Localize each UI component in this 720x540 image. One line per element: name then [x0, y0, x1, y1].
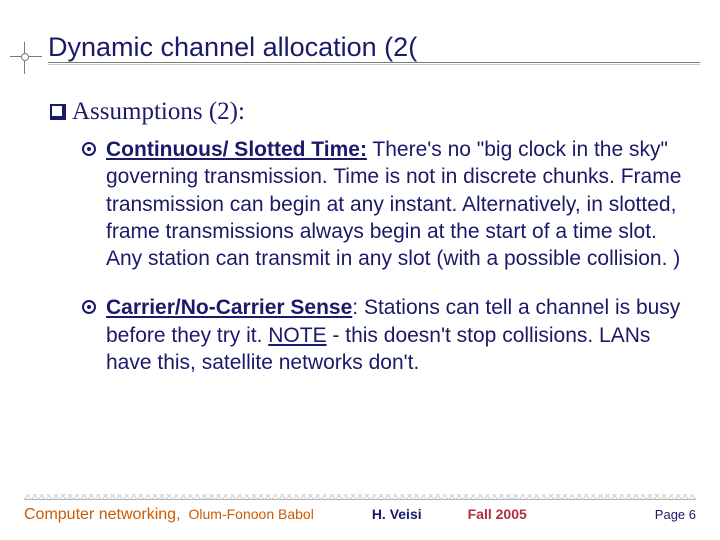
slide-title: Dynamic channel allocation (2(	[48, 32, 417, 63]
circle-bullet-icon	[82, 300, 96, 314]
crosshair-icon	[10, 42, 42, 74]
slide-body: Assumptions (2): Continuous/ Slotted Tim…	[50, 98, 684, 398]
circle-bullet-icon	[82, 142, 96, 156]
title-underline	[48, 62, 700, 63]
item-label: Carrier/No-Carrier Sense	[106, 296, 352, 319]
footer-page: Page 6	[655, 507, 696, 522]
list-item: Carrier/No-Carrier Sense: Stations can t…	[82, 294, 684, 376]
subheading-text: Assumptions (2):	[72, 98, 245, 126]
title-row: Dynamic channel allocation (2(	[10, 20, 700, 74]
item-text: Continuous/ Slotted Time: There's no "bi…	[106, 136, 684, 272]
list-item: Continuous/ Slotted Time: There's no "bi…	[82, 136, 684, 272]
item-note-label: NOTE	[268, 324, 326, 347]
slide: Dynamic channel allocation (2( Assumptio…	[0, 0, 720, 540]
subheading-row: Assumptions (2):	[50, 98, 684, 126]
footer-term: Fall 2005	[468, 506, 527, 522]
slide-footer: Computer networking, Olum-Fonoon Babol H…	[24, 499, 696, 524]
footer-hatch	[24, 494, 696, 500]
title-underline-shadow	[48, 64, 700, 65]
footer-author: H. Veisi	[372, 506, 422, 522]
square-bullet-icon	[50, 104, 64, 118]
item-label: Continuous/ Slotted Time:	[106, 138, 367, 161]
footer-org: Olum-Fonoon Babol	[189, 506, 314, 522]
footer-course: Computer networking,	[24, 506, 181, 524]
item-text: Carrier/No-Carrier Sense: Stations can t…	[106, 294, 684, 376]
